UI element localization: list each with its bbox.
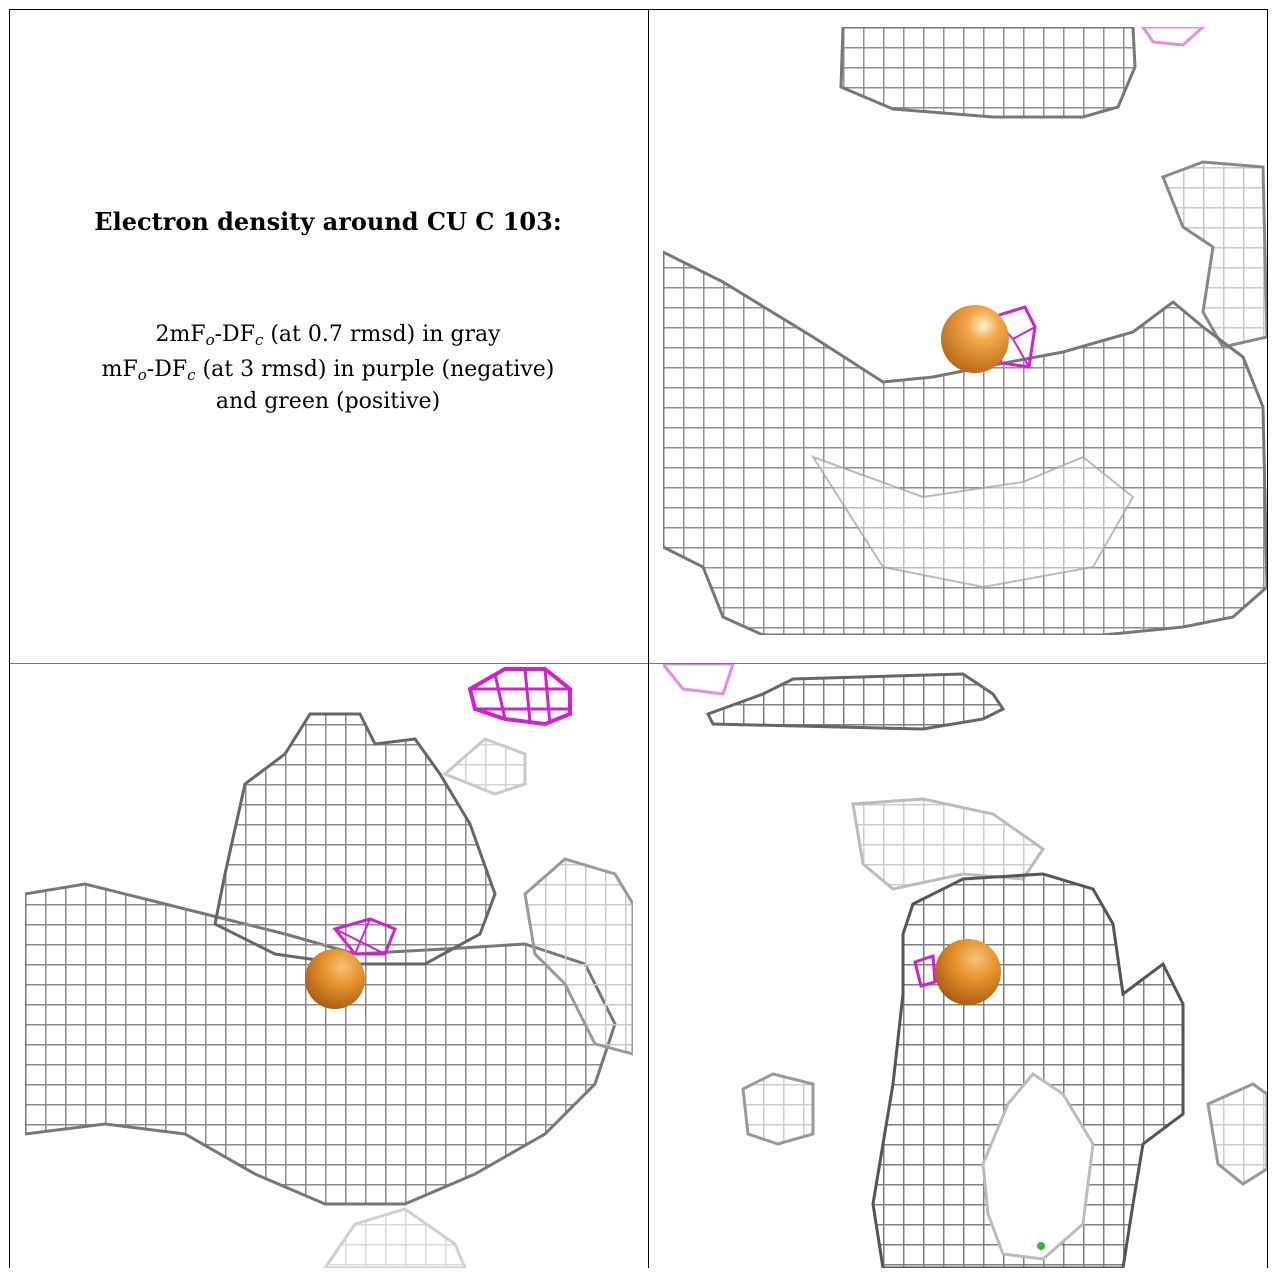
density-mesh-top bbox=[839, 27, 1137, 119]
border-left bbox=[9, 9, 10, 1268]
figure-frame: Electron density around CU C 103: 2mFo-D… bbox=[9, 9, 1268, 1268]
border-middle bbox=[9, 663, 1268, 664]
border-center bbox=[648, 9, 649, 1268]
view-bottom-right bbox=[663, 664, 1267, 1268]
caption-title: Electron density around CU C 103: bbox=[94, 207, 562, 236]
density-mesh-top bbox=[705, 672, 1006, 731]
border-top bbox=[9, 9, 1268, 10]
caption-panel: Electron density around CU C 103: 2mFo-D… bbox=[9, 9, 647, 663]
border-right bbox=[1267, 9, 1268, 1268]
copper-atom bbox=[935, 939, 1001, 1005]
caption-line-mfo: mFo-DFc (at 3 rmsd) in purple (negative) bbox=[101, 357, 555, 384]
density-mesh-main bbox=[663, 250, 1267, 635]
caption-line-green: and green (positive) bbox=[215, 389, 441, 414]
view-bottom-left bbox=[25, 664, 633, 1268]
negative-density-mesh bbox=[467, 667, 572, 727]
copper-atom bbox=[305, 949, 365, 1009]
positive-density-mark bbox=[1037, 1242, 1045, 1250]
copper-atom bbox=[941, 305, 1009, 373]
density-mesh-dome bbox=[213, 712, 497, 966]
caption-line-2mfo: 2mFo-DFc (at 0.7 rmsd) in gray bbox=[155, 322, 501, 349]
view-top-right bbox=[663, 27, 1267, 635]
